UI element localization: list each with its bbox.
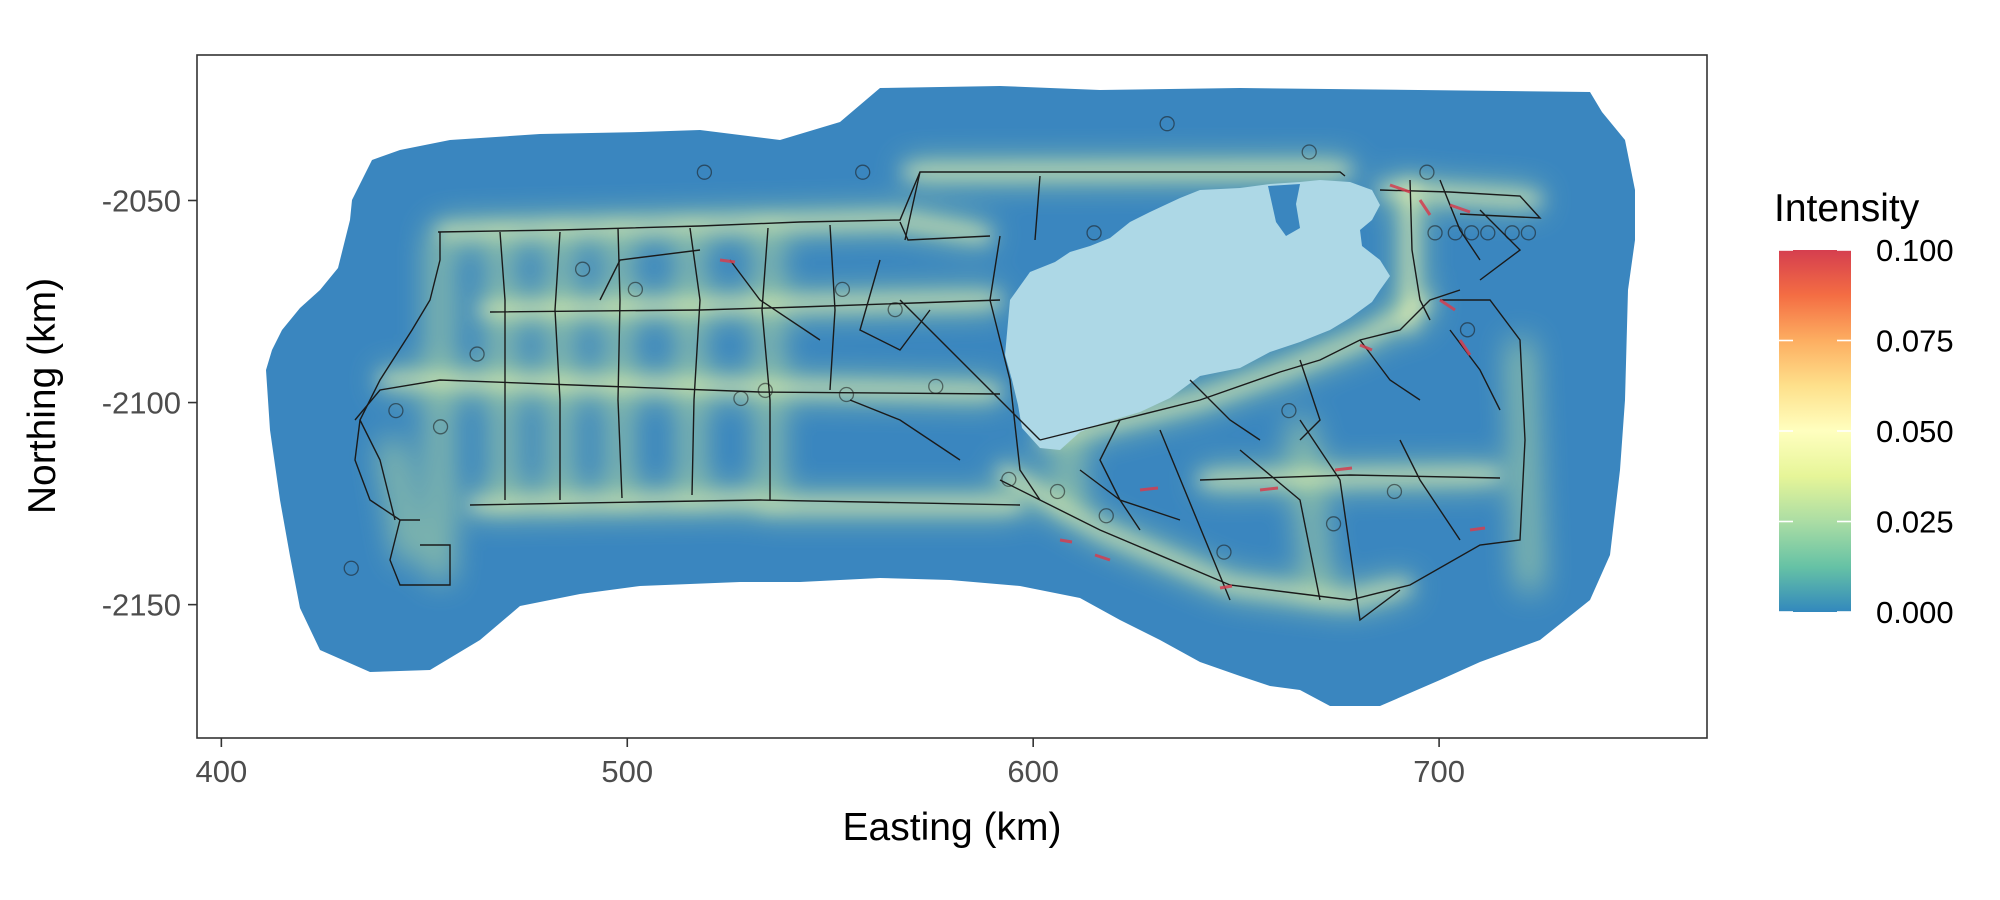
observation-point xyxy=(574,261,591,277)
observation-point xyxy=(1520,225,1537,241)
observation-point xyxy=(928,378,944,395)
observation-point xyxy=(838,386,855,403)
observation-point xyxy=(1049,483,1066,500)
observation-point xyxy=(627,281,644,298)
observation-point xyxy=(1281,402,1297,419)
observation-points xyxy=(343,116,1537,576)
observation-point xyxy=(757,382,773,399)
y-axis: -2050 -2100 -2150 xyxy=(102,183,197,623)
x-tick-label: 600 xyxy=(1007,754,1059,789)
observation-point xyxy=(1447,225,1463,241)
observation-point xyxy=(1098,508,1114,524)
y-tick-label: -2100 xyxy=(102,386,181,421)
observation-point xyxy=(388,402,404,419)
x-axis-title: Easting (km) xyxy=(843,806,1062,849)
observation-point xyxy=(1086,225,1102,241)
legend-title: Intensity xyxy=(1774,187,1920,230)
observation-point xyxy=(1427,225,1443,241)
observation-point xyxy=(1159,116,1175,132)
legend: Intensity 0.100 0.075 0.050 0.025 0.000 xyxy=(1774,187,1954,630)
legend-label: 0.075 xyxy=(1876,324,1954,359)
x-tick-label: 400 xyxy=(195,754,247,789)
legend-label: 0.100 xyxy=(1876,233,1954,268)
lake xyxy=(1005,180,1390,450)
observation-point xyxy=(1216,544,1232,560)
observation-point xyxy=(1301,144,1317,160)
legend-ticks: 0.100 0.075 0.050 0.025 0.000 xyxy=(1779,233,1954,630)
observation-point xyxy=(1419,164,1435,180)
y-axis-title: Northing (km) xyxy=(21,278,64,514)
x-tick-label: 700 xyxy=(1413,754,1465,789)
y-tick-label: -2150 xyxy=(102,588,181,623)
road-network xyxy=(354,171,1542,622)
observation-point xyxy=(1325,516,1342,532)
observation-point xyxy=(469,346,485,362)
observation-point xyxy=(733,390,749,407)
y-tick-label: -2050 xyxy=(102,183,181,218)
observation-point xyxy=(696,164,713,180)
observation-point xyxy=(1480,225,1496,241)
x-axis: 400 500 600 700 xyxy=(195,738,1465,789)
observation-point xyxy=(343,560,359,576)
observation-point xyxy=(1504,225,1520,241)
observation-point xyxy=(887,301,903,318)
observation-point xyxy=(432,419,449,435)
panel-border xyxy=(196,54,1708,739)
observation-point xyxy=(1459,322,1476,338)
legend-label: 0.025 xyxy=(1876,505,1954,540)
map-layer xyxy=(266,86,1635,706)
x-tick-label: 500 xyxy=(601,754,653,789)
lake-inlet xyxy=(1268,184,1300,236)
observation-point xyxy=(834,281,851,298)
observation-point xyxy=(1463,225,1480,241)
observation-point xyxy=(1386,483,1403,500)
hotspots xyxy=(719,183,1486,590)
legend-label: 0.000 xyxy=(1876,595,1954,630)
legend-label: 0.050 xyxy=(1876,414,1954,449)
observation-point xyxy=(1001,471,1017,487)
observation-point xyxy=(855,164,871,180)
